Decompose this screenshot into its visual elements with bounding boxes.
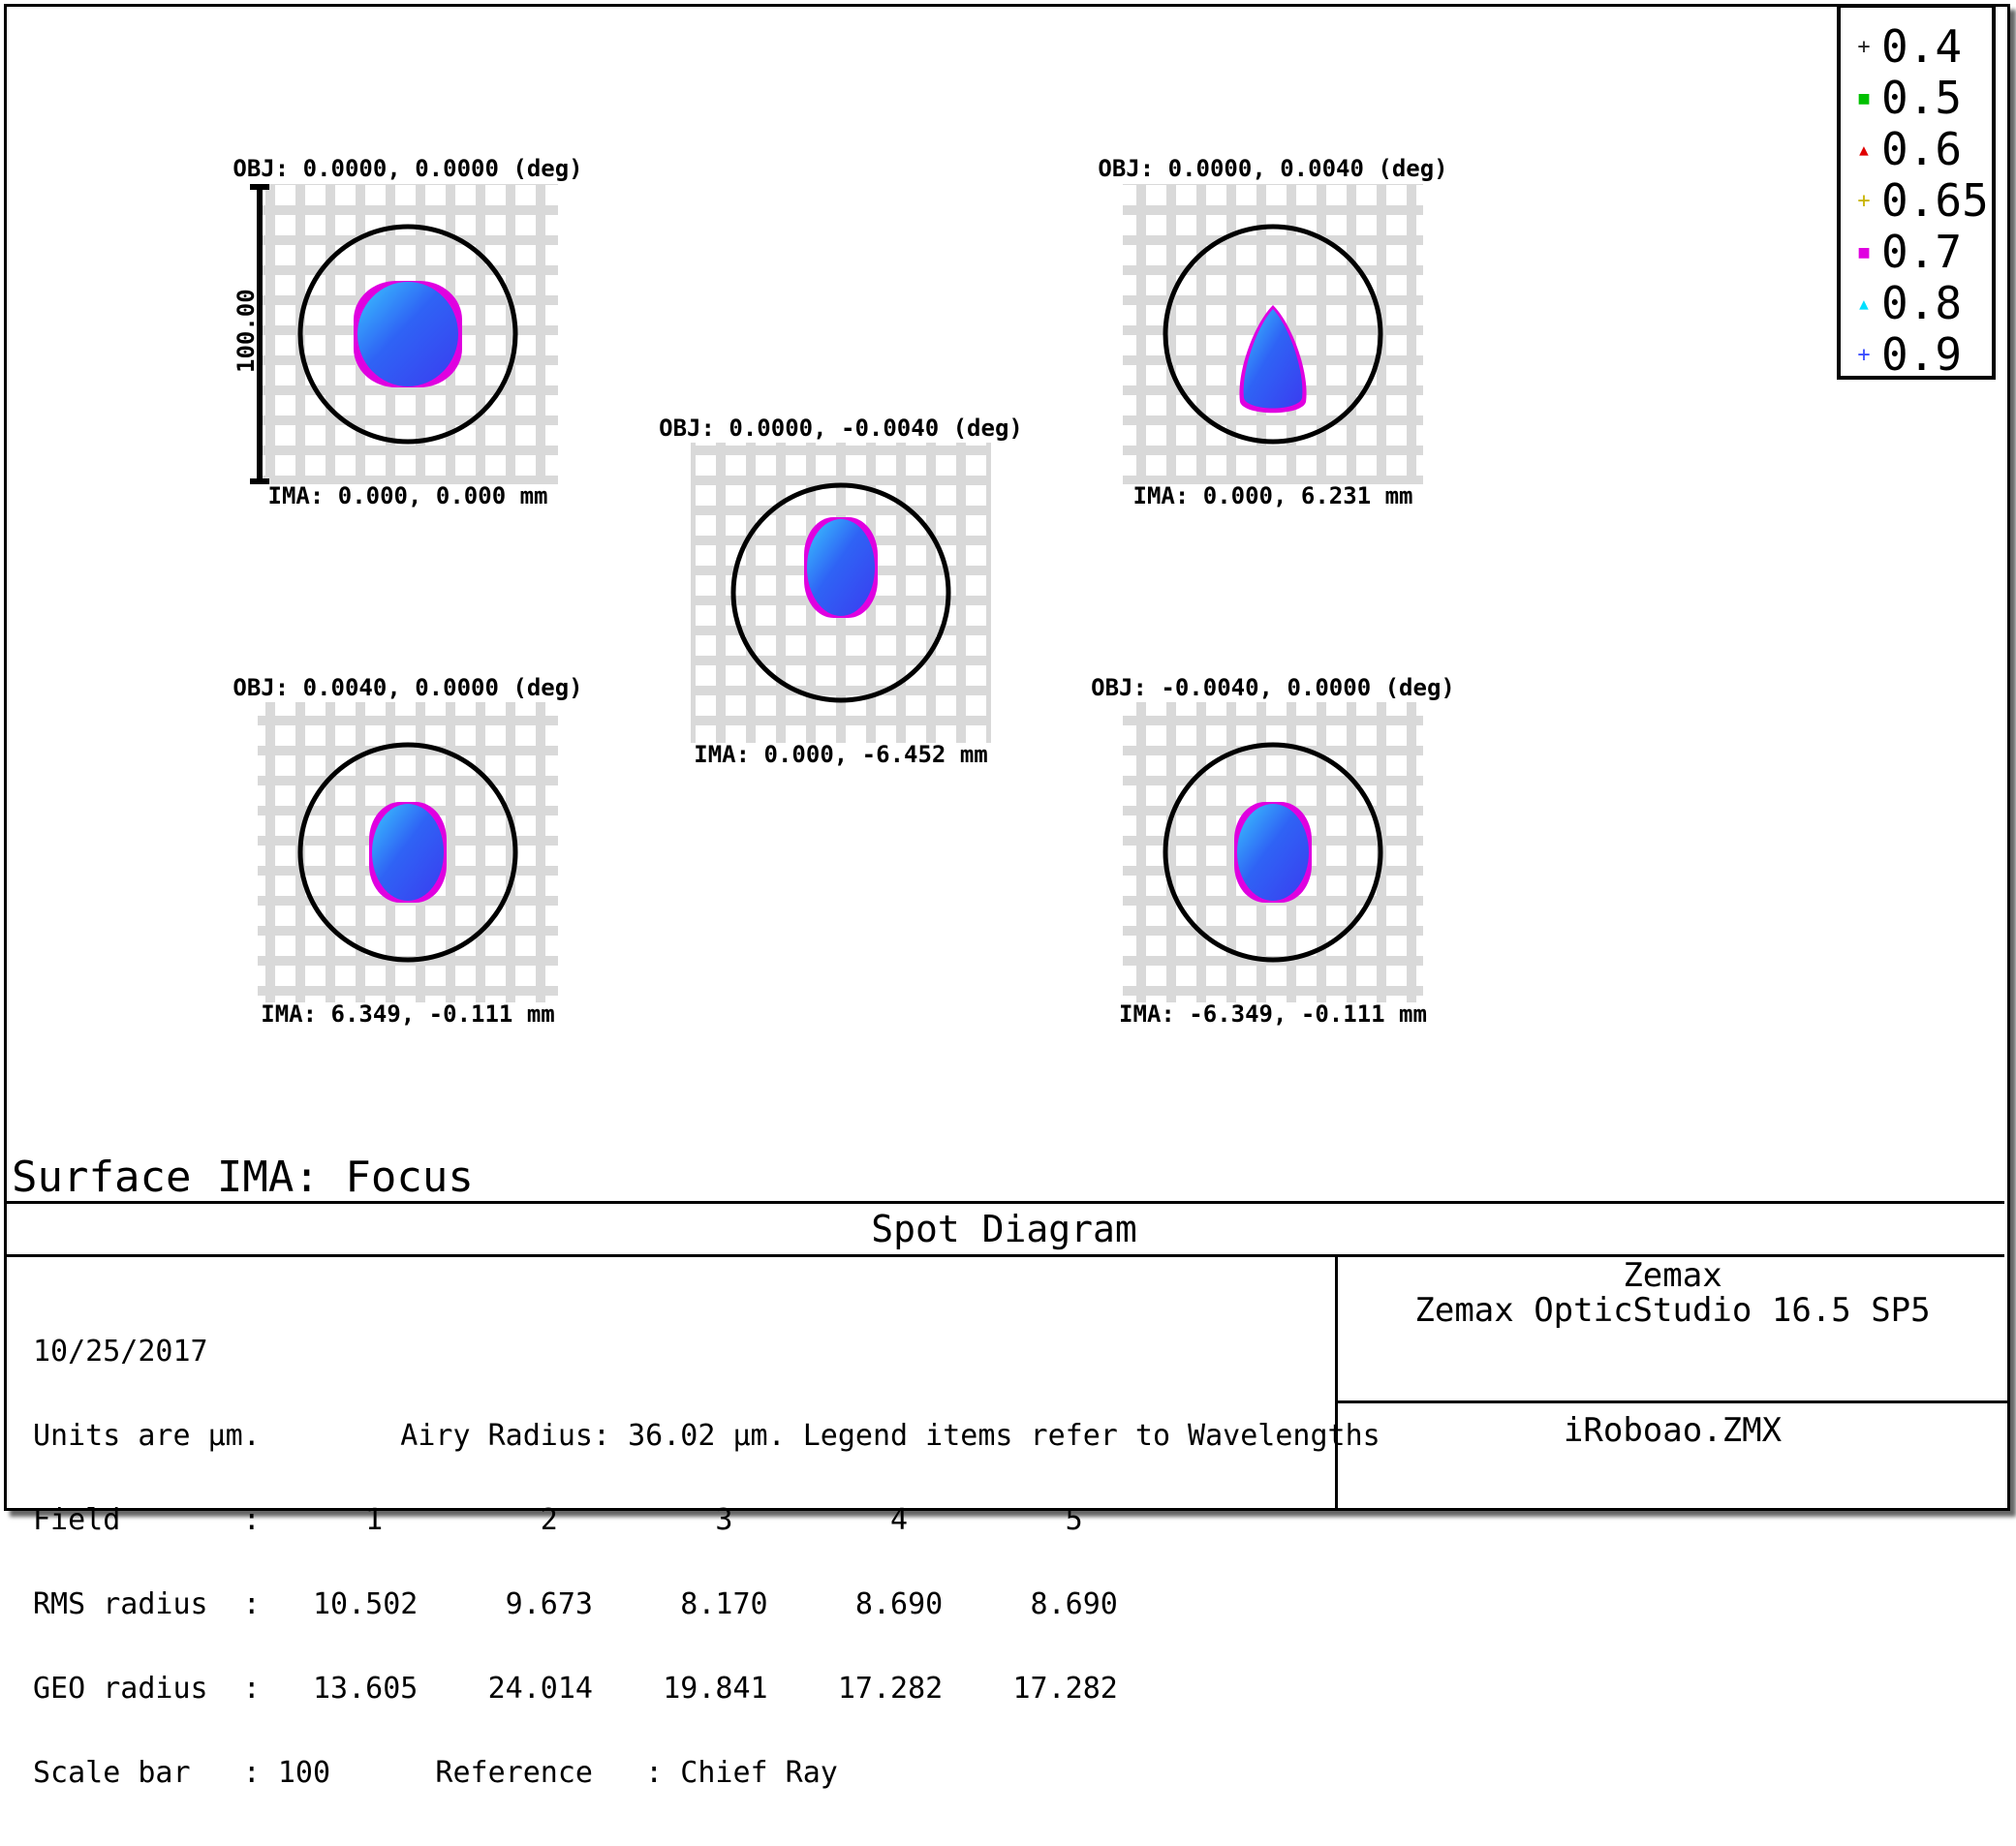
- triangle-marker-icon: ▲: [1859, 139, 1869, 159]
- info-scale-row: Scale bar : 100 Reference : Chief Ray: [33, 1756, 838, 1790]
- airy-disk-circle: [1163, 742, 1383, 963]
- spot-wavelength-0.9: [807, 519, 875, 616]
- info-geo-row: GEO radius : 13.605 24.014 19.841 17.282…: [33, 1672, 1118, 1706]
- airy-disk-circle: [297, 224, 518, 445]
- spot-panel-field-1: [258, 184, 558, 484]
- spot-wavelength-0.9: [372, 804, 444, 901]
- spot-wavelength-0.9: [1243, 309, 1303, 409]
- info-field-row: Field : 1 2 3 4 5: [33, 1503, 1083, 1537]
- field-2-obj-label: OBJ: 0.0000, 0.0040 (deg): [1098, 155, 1448, 182]
- field-4-ima-label: IMA: 6.349, -0.111 mm: [261, 1000, 555, 1028]
- field-1-obj-label: OBJ: 0.0000, 0.0000 (deg): [233, 155, 583, 182]
- file-name: iRoboao.ZMX: [1563, 1411, 1783, 1450]
- spot-panel-field-3: [691, 443, 991, 743]
- surface-label: Surface IMA: Focus: [12, 1153, 474, 1202]
- legend: + 0.4 ■ 0.5 ▲ 0.6 + 0.65 ■ 0.7 ▲ 0.8 + 0…: [1837, 4, 1996, 381]
- spot-panel-field-2: [1123, 184, 1423, 484]
- spot-wavelength-0.9: [1237, 804, 1309, 901]
- legend-label: 0.7: [1881, 226, 1963, 278]
- triangle-marker-icon: ▲: [1859, 293, 1869, 313]
- legend-item-0.65: + 0.65: [1854, 174, 1989, 227]
- legend-label: 0.65: [1881, 174, 1989, 227]
- product-name: Zemax OpticStudio 16.5 SP5: [1414, 1291, 1931, 1330]
- spot-diagram-plot: 100.00: [233, 184, 1423, 1002]
- footer-right-box: Zemax Zemax OpticStudio 16.5 SP5 iRoboao…: [1335, 1254, 2007, 1508]
- software-info: Zemax Zemax OpticStudio 16.5 SP5: [1338, 1254, 2007, 1403]
- spot-panel-field-4: [258, 702, 558, 1002]
- info-rms-row: RMS radius : 10.502 9.673 8.170 8.690 8.…: [33, 1587, 1118, 1621]
- field-3-ima-label: IMA: 0.000, -6.452 mm: [694, 741, 988, 768]
- legend-item-0.4: + 0.4: [1854, 20, 1963, 73]
- company-name: Zemax: [1623, 1256, 1722, 1295]
- legend-label: 0.5: [1881, 72, 1963, 124]
- info-units: Units are µm. Airy Radius: 36.02 µm. Leg…: [33, 1419, 1380, 1453]
- legend-label: 0.4: [1881, 20, 1963, 73]
- legend-item-0.6: ▲ 0.6: [1854, 123, 1963, 175]
- field-1-ima-label: IMA: 0.000, 0.000 mm: [267, 482, 548, 509]
- info-date: 10/25/2017: [33, 1335, 208, 1369]
- footer-panel: Spot Diagram 10/25/2017 Units are µm. Ai…: [4, 1201, 2007, 1788]
- square-marker-icon: ■: [1858, 87, 1870, 108]
- legend-item-0.7: ■ 0.7: [1854, 226, 1963, 278]
- field-3-obj-label: OBJ: 0.0000, -0.0040 (deg): [659, 415, 1023, 442]
- legend-item-0.5: ■ 0.5: [1854, 72, 1963, 124]
- field-4-obj-label: OBJ: 0.0040, 0.0000 (deg): [233, 674, 583, 701]
- legend-label: 0.6: [1881, 123, 1963, 175]
- plus-marker-icon: +: [1857, 34, 1871, 59]
- legend-item-0.8: ▲ 0.8: [1854, 277, 1963, 329]
- scale-bar-label: 100.00: [233, 289, 260, 373]
- plus-marker-icon: +: [1857, 188, 1871, 213]
- field-5-obj-label: OBJ: -0.0040, 0.0000 (deg): [1091, 674, 1455, 701]
- plus-marker-icon: +: [1857, 342, 1871, 367]
- field-5-ima-label: IMA: -6.349, -0.111 mm: [1119, 1000, 1427, 1028]
- field-2-ima-label: IMA: 0.000, 6.231 mm: [1132, 482, 1413, 509]
- legend-item-0.9: + 0.9: [1854, 328, 1963, 381]
- legend-label: 0.9: [1881, 328, 1963, 381]
- legend-label: 0.8: [1881, 277, 1963, 329]
- scale-bar: 100.00: [233, 184, 269, 484]
- footer-title: Spot Diagram: [4, 1204, 2004, 1257]
- airy-disk-circle: [297, 742, 518, 963]
- spot-panel-field-5: [1123, 702, 1423, 1002]
- spot-wavelength-0.9: [357, 282, 458, 386]
- airy-disk-circle: [1163, 224, 1383, 445]
- square-marker-icon: ■: [1858, 241, 1870, 262]
- footer-info: 10/25/2017 Units are µm. Airy Radius: 36…: [33, 1281, 1380, 1843]
- airy-disk-circle: [730, 482, 951, 703]
